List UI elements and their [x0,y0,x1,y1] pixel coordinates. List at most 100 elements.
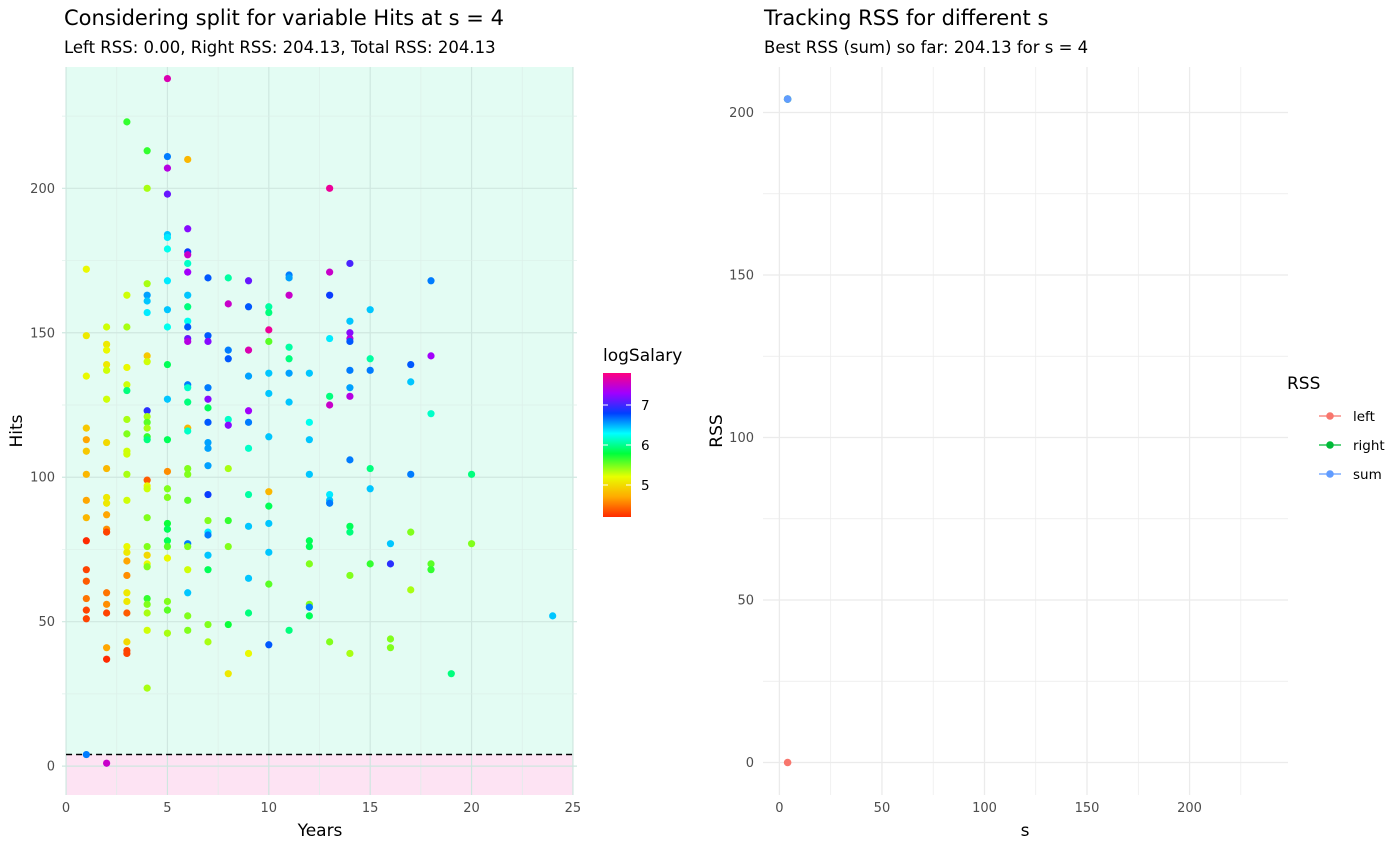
data-point [305,603,313,611]
data-point [103,589,111,597]
data-point [82,436,90,444]
data-point [346,456,354,464]
y-tick-label: 150 [30,326,55,341]
data-point [305,369,313,377]
data-point [123,386,131,395]
x-tick-label: 10 [261,801,278,816]
data-point [163,537,172,545]
right-panel: Tracking RSS for different s Best RSS (s… [707,6,1288,841]
data-point [305,542,313,551]
data-point [103,600,111,608]
x-tick-label: 200 [1177,801,1202,816]
data-point [123,638,131,646]
data-point [346,522,354,530]
right-x-axis-title: s [1021,821,1030,841]
data-point [305,612,313,620]
data-point [163,74,172,83]
data-point [184,251,192,259]
data-point [184,612,192,620]
data-point [163,542,172,551]
data-point [123,363,131,372]
data-point [285,355,293,363]
data-point [184,225,192,233]
data-point [346,337,354,346]
data-point [305,436,313,444]
left-panel-title: Considering split for variable Hits at s… [64,6,504,30]
data-point [427,560,435,568]
data-point [123,430,131,438]
data-point [326,638,334,646]
data-point [204,531,212,539]
data-point [265,580,273,588]
x-tick-label: 150 [1075,801,1100,816]
left-x-tick-labels: 0 5 10 15 20 25 [62,801,581,816]
data-point [184,384,192,392]
data-point [123,496,131,504]
data-point [407,360,415,369]
data-point [163,629,172,637]
data-point [407,378,415,386]
data-point [143,308,151,317]
rss-legend: RSS left right sum [1287,374,1385,483]
data-point [224,516,232,525]
data-point [366,464,374,473]
x-tick-label: 15 [362,801,379,816]
data-point [204,418,212,426]
data-point [82,372,90,380]
data-point [204,404,212,412]
data-point [346,366,354,374]
data-point [163,190,172,198]
x-tick-label: 20 [463,801,480,816]
data-point [82,265,90,273]
data-point [184,155,192,164]
data-point [204,384,212,392]
data-point [224,415,232,424]
data-point [82,332,90,340]
y-tick-label: 0 [47,760,55,775]
data-point [326,291,334,299]
data-point [82,750,90,759]
data-point [163,323,172,331]
data-point [82,496,90,504]
data-point [204,274,212,282]
data-point [123,589,131,597]
legend-item-left: left [1319,409,1375,425]
data-point [103,395,111,403]
data-point [184,259,192,268]
data-point [123,649,131,658]
data-point [82,615,90,623]
y-tick-label: 200 [30,182,55,197]
data-point [265,369,273,377]
rss-point-sum [783,95,792,103]
data-point [123,118,131,126]
data-point [103,644,111,652]
data-point [346,317,354,325]
data-point [204,620,212,629]
data-point [305,537,313,545]
data-point [285,398,293,406]
data-point [244,277,253,285]
data-point [467,540,476,548]
data-point [163,395,172,403]
data-point [366,306,374,314]
data-point [265,519,273,528]
data-point [163,519,172,528]
data-point [123,597,131,606]
left-x-axis-title: Years [297,821,343,841]
x-tick-label: 100 [972,801,997,816]
colorbar-legend: logSalary 5 6 [603,346,682,517]
data-point [265,433,273,441]
data-point [184,470,192,478]
data-point [427,352,435,360]
data-point [103,609,111,617]
data-point [163,554,172,562]
x-tick-label: 25 [565,801,582,816]
data-point [224,300,232,308]
data-point [204,332,212,340]
data-point [184,427,192,435]
colorbar-title: logSalary [603,346,682,366]
data-point [184,317,192,325]
data-point [407,470,415,478]
left-y-tick-labels: 0 50 100 150 200 [30,182,55,775]
